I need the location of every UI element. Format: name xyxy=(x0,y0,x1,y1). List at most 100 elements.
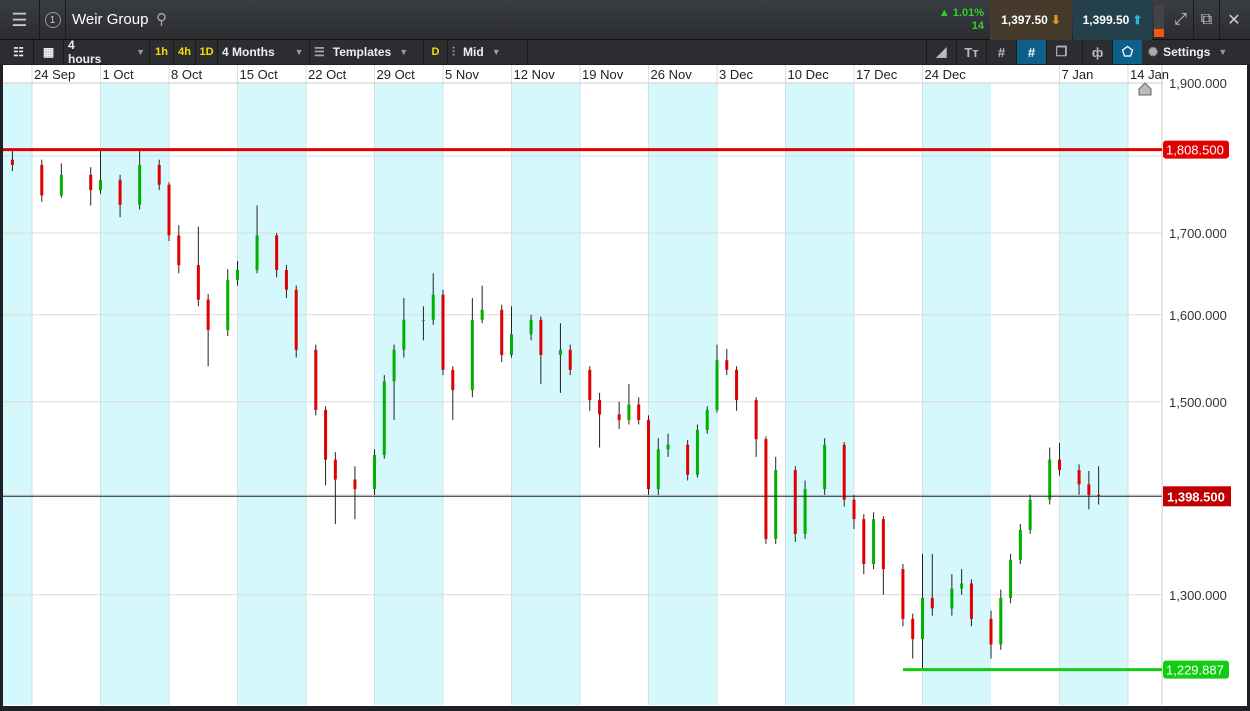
candle-up xyxy=(99,180,102,191)
candle-down xyxy=(617,414,621,420)
buy-button[interactable]: 1,399.50 ⬆ xyxy=(1073,0,1152,40)
price-type-select[interactable]: ⫶ Mid ▼ xyxy=(448,40,528,64)
candle-down xyxy=(1087,484,1091,495)
candle-up xyxy=(656,449,660,490)
date-tick-label: 17 Dec xyxy=(856,67,898,82)
candle-down xyxy=(598,400,602,415)
candle-down xyxy=(725,360,729,370)
candle-up xyxy=(255,235,259,271)
candle-up xyxy=(421,319,425,321)
chevron-down-icon: ▼ xyxy=(491,47,501,57)
instrument-title[interactable]: Weir Group xyxy=(72,11,149,28)
d-button[interactable]: D xyxy=(424,40,448,64)
draw-tool-button[interactable]: ◢ xyxy=(926,40,956,64)
candle-up xyxy=(382,381,386,455)
expand-icon: ⤢ xyxy=(1174,11,1187,28)
interval-select[interactable]: 4 hours ▼ xyxy=(64,38,150,66)
date-tick-label: 29 Oct xyxy=(377,67,416,82)
week-band xyxy=(511,83,580,705)
candle-down xyxy=(930,597,934,609)
week-band xyxy=(922,83,991,705)
date-tick-label: 10 Dec xyxy=(788,67,830,82)
chevron-down-icon: ▼ xyxy=(399,47,409,57)
text-size-button[interactable]: Tт xyxy=(956,40,986,64)
maximize-button[interactable]: ⤢ xyxy=(1168,0,1194,40)
crosshair-button[interactable]: # xyxy=(1016,40,1046,64)
candle-down xyxy=(324,409,328,460)
arrow-up-icon: ⬆ xyxy=(1132,13,1143,27)
candle-up xyxy=(392,349,396,382)
price-type-value: Mid xyxy=(463,45,484,59)
candle-up xyxy=(510,334,513,355)
close-button[interactable]: ✕ xyxy=(1220,0,1248,40)
candle-down xyxy=(852,499,856,520)
interval-1d[interactable]: 1D xyxy=(196,40,218,64)
candle-down xyxy=(284,270,288,290)
candle-down xyxy=(196,265,200,300)
candle-up xyxy=(823,444,827,490)
candle-up xyxy=(226,279,230,331)
date-tick-label: 5 Nov xyxy=(445,67,479,82)
current-price-badge xyxy=(1163,486,1231,507)
price-label-button[interactable]: ⬠ xyxy=(1112,40,1142,64)
interval-value: 4 hours xyxy=(68,38,102,66)
list-button[interactable]: ☷ xyxy=(4,40,34,64)
interval-1h[interactable]: 1h xyxy=(150,40,174,64)
window-number[interactable]: 1 xyxy=(40,0,66,40)
layers-icon: ❐ xyxy=(1055,44,1068,59)
popout-icon: ⧉ xyxy=(1200,11,1213,28)
date-tick-label: 8 Oct xyxy=(171,67,202,82)
week-band xyxy=(374,83,443,705)
tag-icon: ⬠ xyxy=(1121,44,1134,59)
candle-up xyxy=(695,429,699,475)
grid-layout-icon: ▦ xyxy=(42,45,55,59)
chevron-down-icon: ▼ xyxy=(294,47,304,57)
chevron-down-icon: ▼ xyxy=(1218,47,1228,57)
candle-down xyxy=(333,459,337,480)
date-tick-label: 26 Nov xyxy=(651,67,693,82)
candle-up xyxy=(999,597,1003,645)
candle-down xyxy=(881,519,885,570)
candle-down xyxy=(911,618,915,640)
candle-up xyxy=(402,319,406,350)
layout-button[interactable]: ▦ xyxy=(34,40,64,64)
sell-button[interactable]: 1,397.50 ⬇ xyxy=(990,0,1072,40)
candle-down xyxy=(969,583,973,619)
range-select[interactable]: 4 Months ▼ xyxy=(218,40,310,64)
candle-down xyxy=(754,400,758,440)
draw-line-icon: ◢ xyxy=(936,44,947,59)
candle-down xyxy=(637,404,641,420)
home-icon[interactable] xyxy=(1138,82,1152,96)
search-icon[interactable]: ⚲ xyxy=(156,11,167,28)
text-size-icon: Tт xyxy=(964,44,979,60)
candle-up xyxy=(960,583,964,589)
week-band xyxy=(1059,83,1128,705)
grid-button[interactable]: # xyxy=(986,40,1016,64)
candle-up xyxy=(1018,529,1022,560)
candle-down xyxy=(294,289,298,350)
menu-button[interactable]: ☰ xyxy=(0,0,40,40)
candle-down xyxy=(686,444,690,475)
candlestick-chart[interactable]: 24 Sep 1 Oct 8 Oct 15 Oct 22 Oct 29 Oct 5 Nov 1… xyxy=(3,65,1247,706)
date-tick-label: 15 Oct xyxy=(240,67,279,82)
candle-down xyxy=(177,235,181,266)
hamburger-icon: ☰ xyxy=(11,9,28,30)
candle-down xyxy=(206,299,210,331)
candle-down xyxy=(500,309,504,355)
popout-button[interactable]: ⧉ xyxy=(1194,0,1220,40)
signal-meter-icon xyxy=(1154,5,1164,37)
candle-down xyxy=(901,569,905,619)
candle-style-button[interactable]: ф xyxy=(1082,40,1112,64)
date-tick-label: 24 Dec xyxy=(925,67,967,82)
interval-4h[interactable]: 4h xyxy=(174,40,196,64)
overlay-button[interactable]: ❐ xyxy=(1046,40,1076,64)
candle-up xyxy=(1009,559,1013,598)
templates-button[interactable]: ☰ Templates ▼ xyxy=(310,40,424,64)
close-icon: ✕ xyxy=(1227,12,1241,29)
candle-up xyxy=(666,444,670,450)
settings-button[interactable]: ✺ Settings ▼ xyxy=(1144,40,1248,64)
chart-area[interactable]: 24 Sep 1 Oct 8 Oct 15 Oct 22 Oct 29 Oct 5 Nov 1… xyxy=(3,65,1247,706)
grid-pen-icon: # xyxy=(1027,44,1036,60)
candle-down xyxy=(157,164,161,185)
circled-number-icon: 1 xyxy=(44,12,61,28)
